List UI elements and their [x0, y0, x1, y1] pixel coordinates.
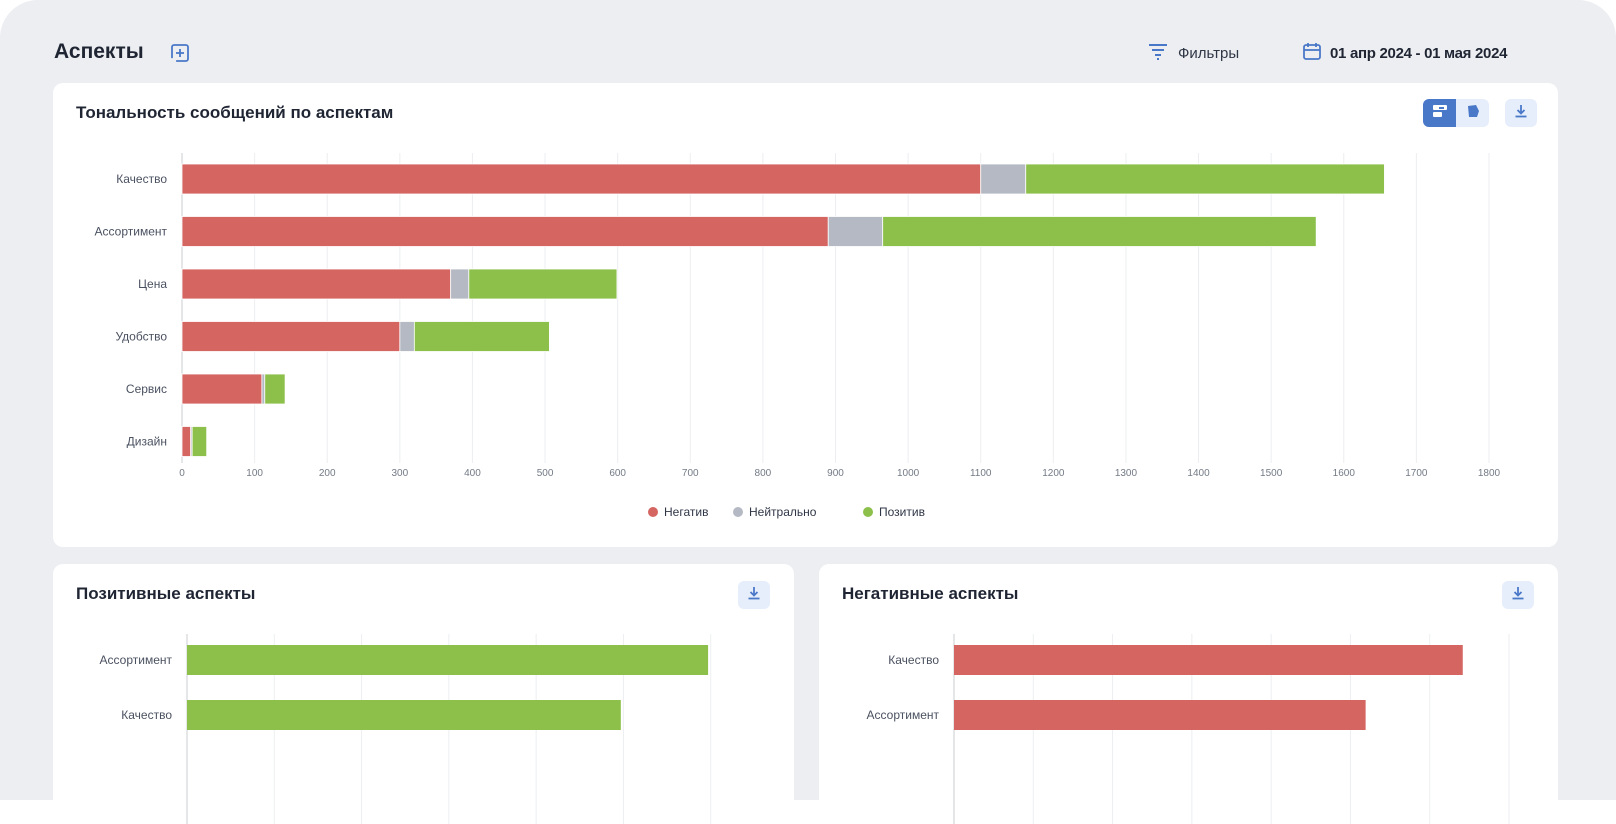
negative-aspects-card: Негативные аспекты Качество Ассортимент: [819, 564, 1558, 824]
page-title: Аспекты: [54, 40, 144, 63]
category-label: Качество: [116, 172, 167, 186]
bar-segment: [980, 163, 1027, 195]
bar-segment: [181, 321, 401, 352]
x-tick-label: 300: [391, 468, 408, 479]
legend-marker: [863, 507, 873, 517]
sentiment-by-aspect-card: Тональность сообщений по аспектам 0 100 20…: [53, 83, 1558, 547]
legend-label: Позитив: [879, 505, 925, 519]
bar-view-toggle[interactable]: [1423, 99, 1456, 127]
negative-card-title: Негативные аспекты: [842, 584, 1019, 603]
sentiment-stacked-bar-chart: 0 100 200 300 400 500 600 700 800 900 1000 1100 1200…: [95, 153, 1501, 519]
x-tick-label: 200: [319, 468, 336, 479]
x-tick-label: 1700: [1405, 468, 1428, 479]
category-label: Сервис: [126, 382, 167, 396]
download-positive-button[interactable]: [738, 581, 770, 609]
download-icon: [746, 585, 762, 606]
x-tick-label: 700: [682, 468, 699, 479]
x-tick-label: 1600: [1333, 468, 1356, 479]
x-tick-label: 0: [179, 468, 185, 479]
x-tick-label: 500: [537, 468, 554, 479]
x-tick-label: 1500: [1260, 468, 1283, 479]
date-range-label: 01 апр 2024 - 01 мая 2024: [1330, 45, 1508, 62]
positive-aspects-card: Позитивные аспекты Ассортимент Качество: [53, 564, 794, 824]
filters-label: Фильтры: [1178, 45, 1240, 62]
category-label: Цена: [138, 277, 167, 291]
bar-segment: [261, 373, 266, 405]
bar-segment: [181, 268, 452, 300]
date-range-picker[interactable]: 01 апр 2024 - 01 мая 2024: [1302, 41, 1507, 66]
legend-label: Нейтрально: [749, 505, 817, 519]
calendar-icon: [1302, 41, 1322, 66]
sentiment-card-title: Тональность сообщений по аспектам: [76, 103, 394, 122]
bar-segment: [181, 426, 192, 457]
bar-segment: [399, 321, 415, 352]
x-tick-label: 400: [464, 468, 481, 479]
x-tick-label: 1800: [1478, 468, 1501, 479]
positive-aspects-bar-chart: Ассортимент Качество: [100, 634, 712, 824]
chart-view-toggle: [1423, 99, 1489, 127]
x-tick-label: 1300: [1115, 468, 1138, 479]
x-tick-label: 600: [609, 468, 626, 479]
bar: [954, 700, 1366, 730]
category-label: Качество: [121, 708, 172, 722]
legend-marker: [648, 507, 658, 517]
filters-button[interactable]: Фильтры: [1148, 42, 1239, 65]
bar-segment: [191, 426, 208, 457]
download-icon: [1513, 103, 1529, 124]
legend-label: Негатив: [664, 505, 708, 519]
pie-chart-icon: [1465, 103, 1481, 124]
bar: [187, 700, 621, 730]
category-label: Ассортимент: [867, 708, 940, 722]
download-sentiment-button[interactable]: [1505, 99, 1537, 127]
category-label: Удобство: [115, 330, 167, 344]
negative-aspects-bar-chart: Качество Ассортимент: [867, 634, 1510, 824]
category-label: Дизайн: [127, 435, 167, 449]
bar-segment: [468, 268, 618, 300]
download-negative-button[interactable]: [1502, 581, 1534, 609]
category-label: Ассортимент: [95, 225, 168, 239]
positive-card-title: Позитивные аспекты: [76, 584, 256, 603]
bar-segment: [1025, 163, 1385, 195]
x-tick-label: 1400: [1187, 468, 1210, 479]
add-aspect-icon[interactable]: [170, 42, 192, 64]
category-label: Качество: [888, 653, 939, 667]
x-tick-label: 1100: [970, 468, 992, 479]
legend-marker: [733, 507, 743, 517]
bar-segment: [413, 321, 550, 352]
filter-icon: [1148, 42, 1168, 65]
category-label: Ассортимент: [100, 653, 173, 667]
x-tick-label: 900: [827, 468, 844, 479]
bar-segment: [181, 216, 829, 247]
x-tick-label: 100: [246, 468, 263, 479]
bar-chart-icon: [1432, 103, 1448, 124]
bar: [954, 645, 1463, 675]
bar-segment: [450, 268, 470, 300]
bar-segment: [181, 373, 263, 405]
x-tick-label: 800: [755, 468, 772, 479]
x-tick-label: 1000: [897, 468, 920, 479]
bar-segment: [264, 373, 286, 405]
bar-segment: [882, 216, 1317, 247]
bar-segment: [827, 216, 884, 247]
pie-view-toggle[interactable]: [1456, 99, 1489, 127]
bar-segment: [181, 163, 982, 195]
download-icon: [1510, 585, 1526, 606]
x-tick-label: 1200: [1042, 468, 1065, 479]
bar: [187, 645, 709, 675]
